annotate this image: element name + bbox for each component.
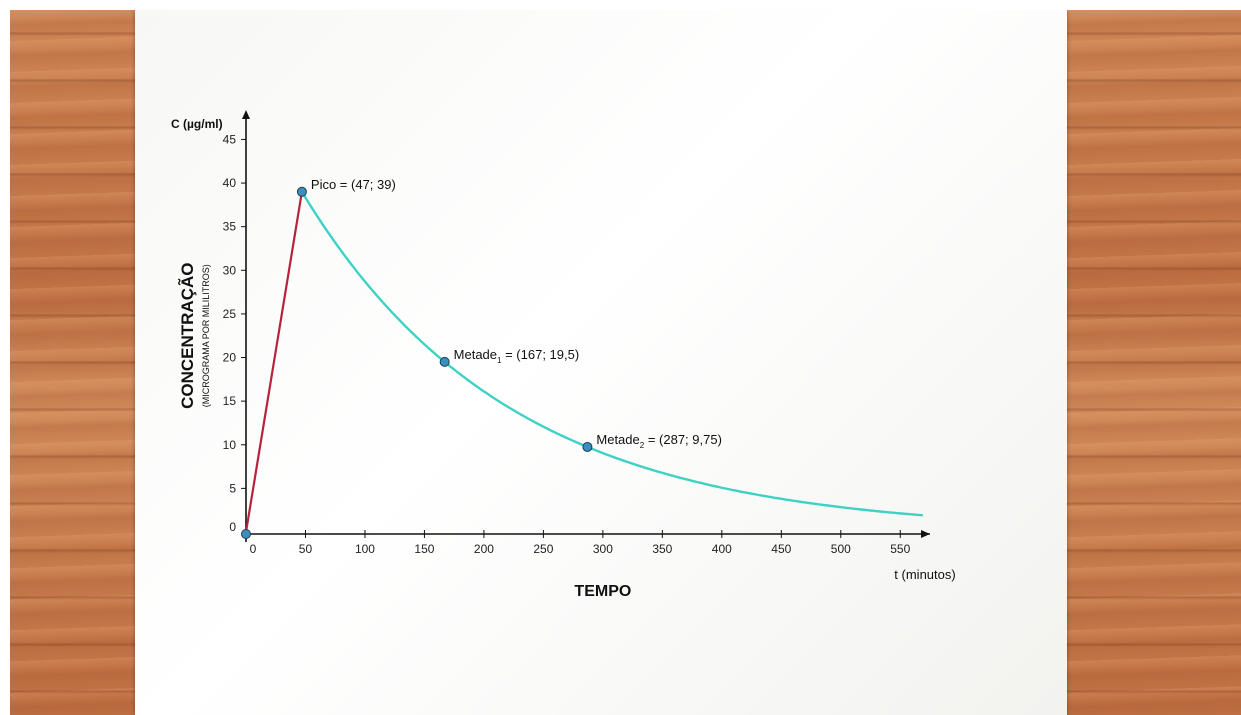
annotation-main: Pico = (47; 39) — [311, 177, 396, 192]
data-point — [582, 441, 593, 452]
rise-line — [244, 191, 303, 533]
y-tick-label: 35 — [223, 220, 237, 234]
x-tick-label: 550 — [890, 542, 910, 556]
x-tick-label: 100 — [355, 542, 375, 556]
x-axis-title: TEMPO — [574, 583, 631, 600]
annotation-rest: = (167; 19,5) — [501, 347, 579, 362]
x-tick-label: 0 — [250, 542, 257, 556]
annotation-main: Metade — [596, 432, 639, 447]
paper-sheet: 0 50 100 150 200 250 300 350 400 450 500 550 0 5 10 15 2… — [135, 10, 1067, 715]
data-point — [439, 356, 450, 367]
y-axis-subtitle: (MICROGRAMA POR MILILITROS) — [201, 264, 211, 407]
y-tick-label: 25 — [223, 307, 237, 321]
decay-curve — [300, 191, 923, 517]
x-tick-label: 500 — [831, 542, 851, 556]
y-axis-unit-label: C (µg/ml) — [171, 117, 223, 131]
annotation-main: Metade — [454, 347, 497, 362]
y-tick-label: 30 — [223, 263, 237, 277]
point-annotation: Metade1 = (167; 19,5) — [454, 347, 580, 365]
wood-background-right — [1067, 10, 1241, 715]
data-point — [241, 529, 251, 539]
x-tick-label: 450 — [771, 542, 791, 556]
y-tick-label: 40 — [223, 176, 237, 190]
y-tick-label: 20 — [223, 351, 237, 365]
concentration-chart: 0 50 100 150 200 250 300 350 400 450 500 550 0 5 10 15 2… — [171, 110, 956, 600]
y-tick-label: 45 — [223, 132, 237, 146]
y-tick-label: 5 — [229, 481, 236, 495]
x-tick-label: 400 — [712, 542, 732, 556]
x-axis-arrow — [921, 530, 930, 538]
data-point — [296, 186, 307, 197]
x-tick-label: 350 — [652, 542, 672, 556]
x-tick-label: 150 — [414, 542, 434, 556]
y-axis-title: CONCENTRAÇÃO — [177, 263, 197, 409]
screenshot-frame: 0 50 100 150 200 250 300 350 400 450 500 550 0 5 10 15 2… — [10, 10, 1241, 715]
x-tick-label: 200 — [474, 542, 494, 556]
annotation-subscript: 1 — [497, 356, 502, 365]
point-annotation: Pico = (47; 39) — [311, 177, 396, 192]
point-annotation: Metade2 = (287; 9,75) — [596, 432, 722, 450]
wood-background-left — [10, 10, 135, 715]
x-tick-label: 250 — [533, 542, 553, 556]
annotation-subscript: 2 — [640, 441, 645, 450]
y-tick-label: 15 — [223, 394, 237, 408]
x-axis-unit-label: t (minutos) — [894, 567, 955, 582]
y-tick-label: 0 — [229, 520, 236, 534]
x-tick-label: 300 — [593, 542, 613, 556]
y-tick-label: 10 — [223, 438, 237, 452]
x-tick-label: 50 — [299, 542, 313, 556]
y-axis-arrow — [242, 110, 250, 119]
annotation-rest: = (287; 9,75) — [644, 432, 722, 447]
